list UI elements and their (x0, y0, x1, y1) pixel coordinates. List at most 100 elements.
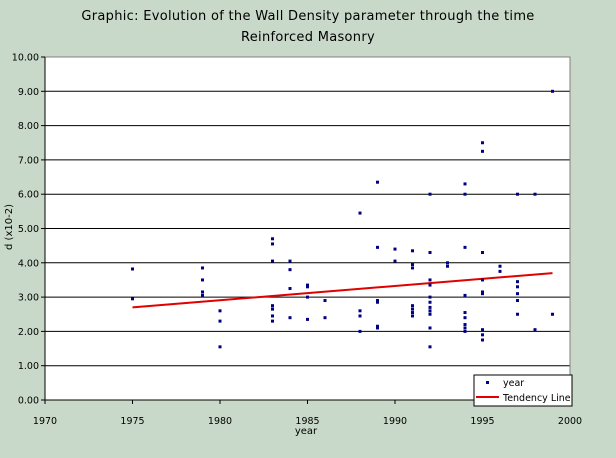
data-point (481, 141, 484, 145)
data-point (271, 242, 274, 246)
data-point (201, 266, 204, 270)
data-point (533, 328, 537, 332)
data-point (428, 300, 432, 304)
data-point (551, 312, 554, 316)
data-point (533, 192, 537, 196)
data-point (428, 295, 432, 299)
data-point (271, 307, 274, 311)
x-tick-label: 1990 (383, 416, 407, 427)
data-point (306, 317, 309, 321)
data-point (323, 316, 327, 320)
data-point (463, 182, 467, 186)
x-tick-label: 1995 (470, 416, 494, 427)
data-point (411, 311, 414, 315)
data-point (218, 309, 222, 313)
data-point (498, 269, 502, 273)
y-tick-label: 8.00 (18, 121, 39, 132)
data-point (323, 299, 327, 303)
chart-subtitle: Reinforced Masonry (240, 30, 375, 45)
data-point (376, 326, 379, 330)
data-point (376, 299, 379, 303)
chart-title: Graphic: Evolution of the Wall Density p… (81, 9, 535, 24)
data-point (288, 316, 292, 320)
data-point (358, 309, 362, 313)
data-point (481, 251, 484, 255)
data-point (358, 211, 362, 215)
y-tick-label: 5.00 (18, 224, 39, 235)
data-point (428, 345, 432, 349)
data-point (481, 338, 484, 342)
data-point (411, 304, 414, 308)
data-point (463, 192, 467, 196)
x-tick-label: 1975 (120, 416, 144, 427)
data-point (463, 323, 467, 327)
data-point (516, 285, 519, 289)
x-tick-label: 1980 (208, 416, 232, 427)
data-point (306, 295, 309, 299)
data-point (516, 312, 519, 316)
data-point (288, 259, 292, 263)
x-tick-label: 1970 (33, 416, 57, 427)
data-point (516, 292, 519, 296)
data-point (463, 326, 467, 330)
data-point (481, 333, 484, 337)
y-tick-label: 4.00 (18, 258, 39, 269)
data-point (428, 312, 432, 316)
data-point (428, 251, 432, 255)
data-point (463, 245, 467, 249)
data-point (481, 292, 484, 296)
legend: year Tendency Line (473, 374, 573, 407)
data-point (428, 305, 432, 309)
data-point (393, 247, 397, 251)
legend-label-tendency-line: Tendency Line (502, 393, 571, 404)
data-point (411, 266, 414, 270)
data-point (446, 261, 449, 265)
y-tick-label: 9.00 (18, 87, 39, 98)
data-point (131, 297, 134, 301)
data-point (358, 314, 362, 318)
data-point (131, 267, 134, 271)
legend-label-year: year (503, 378, 524, 389)
data-point (306, 283, 309, 287)
y-tick-label: 7.00 (18, 155, 39, 166)
data-point (463, 311, 467, 315)
y-axis-label: d (x10-2) (4, 204, 15, 250)
y-tick-label: 2.00 (18, 327, 39, 338)
data-point (306, 285, 309, 289)
data-point (288, 287, 292, 291)
data-point (428, 326, 432, 330)
data-point (411, 314, 414, 318)
data-point (481, 290, 484, 294)
x-tick-label: 1985 (295, 416, 319, 427)
data-point (481, 278, 484, 282)
data-point (428, 278, 432, 282)
data-point (463, 293, 467, 297)
data-point (376, 324, 379, 328)
data-point (516, 299, 519, 303)
data-point (376, 300, 379, 304)
data-point (498, 264, 502, 268)
data-point (393, 259, 397, 263)
data-point (218, 345, 222, 349)
y-tick-label: 10.00 (12, 53, 39, 64)
data-point (201, 290, 204, 294)
data-point (411, 307, 414, 311)
data-point (551, 89, 554, 93)
data-point (516, 192, 519, 196)
data-point (271, 237, 274, 241)
data-point (481, 149, 484, 153)
y-tick-label: 3.00 (18, 293, 39, 304)
data-point (428, 192, 432, 196)
data-point (271, 314, 274, 318)
data-point (218, 319, 222, 323)
data-point (411, 249, 414, 253)
data-point (428, 309, 432, 313)
data-point (201, 278, 204, 282)
data-point (411, 263, 414, 267)
y-tick-label: 1.00 (18, 361, 39, 372)
legend-marker-year (486, 381, 489, 384)
data-point (271, 319, 274, 323)
y-tick-label: 6.00 (18, 190, 39, 201)
data-point (428, 283, 432, 287)
